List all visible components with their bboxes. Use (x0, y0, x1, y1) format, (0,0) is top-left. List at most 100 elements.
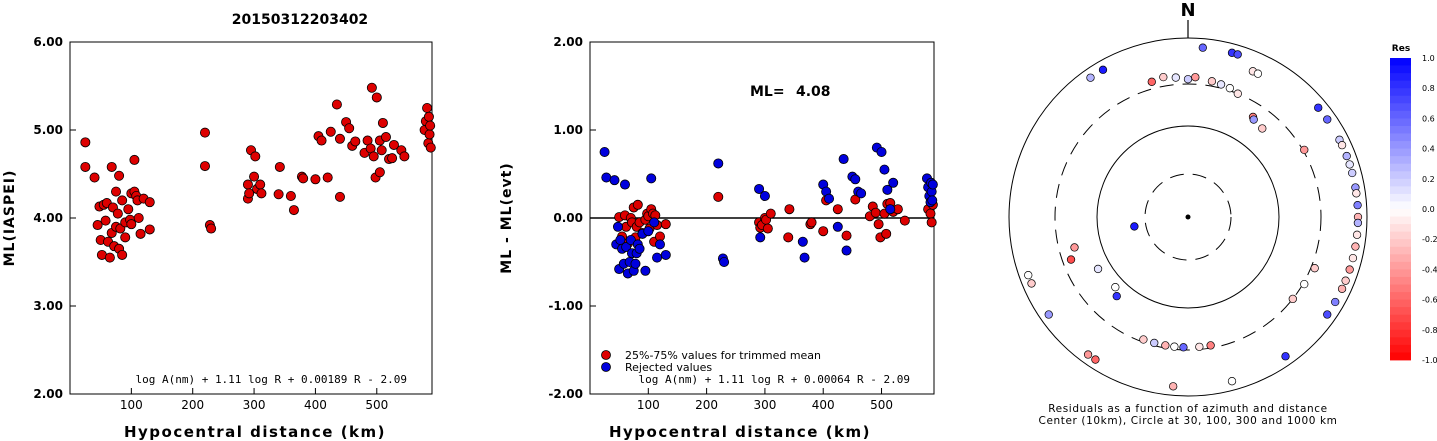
ml-point (387, 153, 398, 164)
station-marker (1111, 283, 1120, 292)
colorbar-cell (1390, 284, 1411, 293)
station-marker (1345, 160, 1354, 169)
colorbar-label: 0.6 (1422, 114, 1435, 123)
ml-point (366, 82, 377, 93)
colorbar-label: -1.0 (1422, 356, 1437, 365)
station-marker (1066, 255, 1076, 264)
ml-point (80, 161, 91, 172)
x-tick-label: 500 (365, 398, 388, 412)
ml-distance-plot: 100 200 300 400 500 2.00 3.00 4.00 5.00 6.00 Hyp… (2, 35, 436, 441)
rejected-residual-point (885, 204, 896, 215)
station-marker (1348, 168, 1357, 178)
ml-point (285, 190, 296, 201)
colorbar-cell (1390, 344, 1411, 353)
station-marker (1300, 279, 1309, 289)
station-marker (1206, 341, 1215, 350)
ml-point (114, 170, 125, 181)
ml-point (144, 197, 155, 208)
rejected-residual-point (882, 184, 893, 195)
station-marker (1086, 73, 1095, 82)
x-tick-label: 100 (637, 398, 660, 412)
station-marker (1207, 77, 1217, 86)
ml-point (310, 174, 321, 185)
rejected-residual-point (832, 221, 843, 232)
ml-point (399, 151, 410, 162)
station-marker (1337, 141, 1347, 150)
colorbar-label: 1.0 (1422, 54, 1435, 63)
ml-value: 4.08 (796, 84, 831, 100)
rejected-residual-point (612, 221, 623, 232)
rejected-residual-point (652, 252, 663, 263)
station-marker (1198, 43, 1207, 52)
ml-point (250, 151, 261, 162)
rejected-residual-point (754, 183, 765, 194)
station-marker (1337, 284, 1347, 293)
ml-point (80, 137, 91, 148)
figure-title: 20150312203402 (232, 12, 368, 28)
map-caption-line1: Residuals as a function of azimuth and d… (1048, 403, 1328, 415)
station-markers (1024, 43, 1363, 391)
colorbar-cell (1390, 133, 1411, 142)
station-marker (1258, 124, 1267, 133)
rejected-residual-point (856, 188, 867, 199)
rejected-residual-point (719, 256, 730, 267)
ml-point (350, 136, 361, 147)
residual-colorbar: Res 1.0 0.8 0.6 0.4 0.2 0.0 -0.2 -0.4 -0.6 -0.8 -1… (1390, 44, 1437, 365)
colorbar-cell (1390, 110, 1411, 119)
ml-point (344, 123, 355, 134)
station-marker (1027, 279, 1036, 288)
accepted-residual-point (762, 223, 773, 234)
ml-point (123, 204, 134, 215)
ml-point (331, 99, 342, 110)
station-marker (1249, 115, 1258, 124)
ml-point (334, 191, 345, 202)
station-marker (1195, 342, 1204, 352)
colorbar-cell (1390, 80, 1411, 89)
rejected-residual-point (927, 179, 938, 190)
ml-point (111, 186, 122, 197)
colorbar-cell (1390, 186, 1411, 195)
rejected-residual-point (850, 174, 861, 185)
ml-point (117, 195, 128, 206)
colorbar-cell (1390, 246, 1411, 255)
ring-30km (1144, 173, 1232, 261)
station-marker (1161, 341, 1170, 350)
station-marker (1044, 310, 1053, 319)
y-axis-ticks: -2.00 -1.00 0.00 1.00 2.00 (548, 35, 596, 401)
colorbar-cell (1390, 216, 1411, 225)
colorbar-cell (1390, 314, 1411, 323)
ml-point (425, 142, 436, 153)
legend-marker-rejected (601, 362, 611, 372)
station-marker (1331, 297, 1340, 307)
station-marker (1170, 342, 1179, 351)
station-marker (1348, 253, 1358, 263)
station-marker (1171, 73, 1180, 82)
ml-point (106, 161, 117, 172)
ml-point (135, 228, 146, 239)
colorbar-cell (1390, 209, 1411, 217)
colorbar-label: 0.0 (1422, 205, 1435, 214)
colorbar-cell (1390, 322, 1411, 331)
epicenter-marker (1185, 214, 1191, 220)
rejected-residual-point (824, 193, 835, 204)
residual-distance-plot: 100 200 300 400 500 -2.00 -1.00 0.00 1.00 2.00 H… (499, 35, 938, 441)
station-marker (1227, 377, 1237, 386)
colorbar-cell (1390, 231, 1411, 240)
rejected-residual-point (879, 164, 890, 175)
ml-point (89, 172, 100, 183)
rejected-residual-point (654, 239, 665, 250)
rejected-residual-point (876, 146, 887, 157)
ml-point (423, 111, 434, 122)
station-marker (1352, 230, 1362, 239)
ml-point (425, 120, 436, 131)
accepted-residual-point (783, 232, 794, 243)
x-axis-label: Hypocentral distance (km) (124, 423, 386, 441)
station-marker (1342, 151, 1351, 161)
colorbar-cell (1390, 269, 1411, 278)
y-tick-label: 0.00 (553, 211, 583, 225)
x-tick-label: 300 (243, 398, 266, 412)
colorbar-cell (1390, 337, 1411, 346)
colorbar-label: 0.4 (1422, 145, 1435, 154)
x-tick-label: 200 (695, 398, 718, 412)
station-marker (1288, 294, 1297, 304)
